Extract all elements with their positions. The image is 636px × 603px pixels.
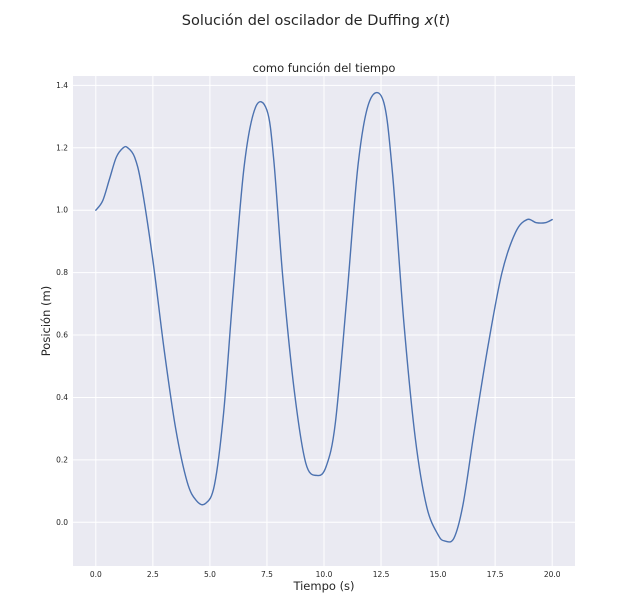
x-tick-label: 20.0 <box>544 570 561 579</box>
x-tick-label: 5.0 <box>204 570 216 579</box>
y-tick-label: 1.0 <box>56 206 68 215</box>
y-axis-label: Posición (m) <box>39 286 53 356</box>
x-tick-label: 0.0 <box>90 570 102 579</box>
y-tick-label: 1.2 <box>56 143 68 152</box>
y-tick-label: 0.2 <box>56 455 68 464</box>
x-tick-label: 17.5 <box>487 570 504 579</box>
x-tick-labels: 0.0 2.5 5.0 7.5 10.0 12.5 15.0 17.5 20.0 <box>90 570 561 579</box>
y-tick-label: 0.8 <box>56 268 68 277</box>
y-tick-labels: 0.0 0.2 0.4 0.6 0.8 1.0 1.2 1.4 <box>56 81 68 527</box>
series-line-x-t <box>95 91 553 543</box>
y-tick-label: 1.4 <box>56 81 68 90</box>
y-tick-label: 0.6 <box>56 331 68 340</box>
x-tick-label: 7.5 <box>261 570 273 579</box>
x-tick-label: 15.0 <box>430 570 447 579</box>
axes-subtitle: como función del tiempo <box>253 61 396 75</box>
y-tick-label: 0.4 <box>56 393 68 402</box>
x-axis-label: Tiempo (s) <box>292 579 354 593</box>
grid-lines <box>73 76 575 566</box>
y-tick-label: 0.0 <box>56 518 68 527</box>
x-tick-label: 2.5 <box>147 570 159 579</box>
figure-suptitle: Solución del oscilador de Duffing x(t) <box>182 13 450 29</box>
x-tick-label: 12.5 <box>373 570 390 579</box>
x-tick-label: 10.0 <box>316 570 333 579</box>
